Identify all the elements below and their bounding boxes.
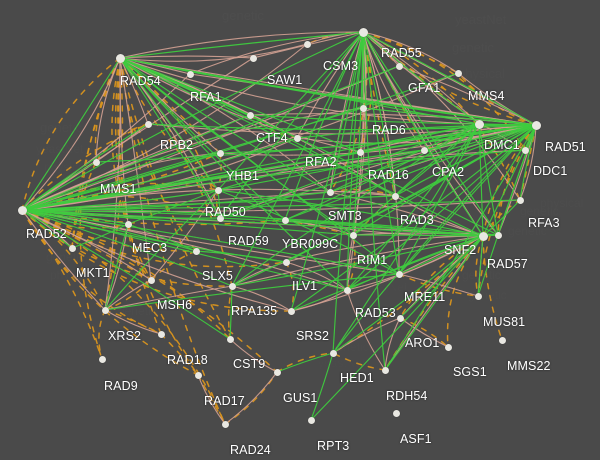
graph-node-mms1[interactable]: [92, 158, 100, 166]
graph-node-aro1[interactable]: [396, 314, 404, 322]
graph-node-gus1[interactable]: [273, 368, 281, 376]
graph-node-rfa1[interactable]: [186, 70, 194, 78]
graph-node-ilv1[interactable]: [282, 258, 290, 266]
graph-node-rad52[interactable]: [17, 205, 27, 215]
graph-node-rad51[interactable]: [531, 120, 541, 130]
graph-node-gfa1[interactable]: [395, 62, 403, 70]
graph-node-rpb2[interactable]: [144, 120, 152, 128]
graph-node-hed1[interactable]: [329, 349, 337, 357]
graph-node-mec3[interactable]: [124, 220, 132, 228]
graph-node-xrs2[interactable]: [101, 306, 109, 314]
graph-node-dmc1[interactable]: [474, 119, 484, 129]
graph-node-rad18[interactable]: [157, 330, 165, 338]
graph-node-rfa3[interactable]: [516, 196, 524, 204]
graph-node-ctf4[interactable]: [246, 111, 254, 119]
graph-node-rad55[interactable]: [358, 27, 368, 37]
graph-node-asf1[interactable]: [392, 409, 400, 417]
graph-node-rad57[interactable]: [494, 231, 502, 239]
edges-yeastnet: [21, 31, 537, 421]
graph-node-cst9[interactable]: [226, 335, 234, 343]
graph-node-mms4[interactable]: [454, 69, 462, 77]
graph-node-slx5[interactable]: [192, 247, 200, 255]
graph-node-rad54[interactable]: [115, 53, 125, 63]
graph-node-rad50[interactable]: [214, 186, 222, 194]
graph-node-rim1[interactable]: [349, 231, 357, 239]
graph-node-csm3[interactable]: [303, 40, 311, 48]
graph-node-ddc1[interactable]: [521, 146, 529, 154]
graph-node-msh6[interactable]: [147, 276, 155, 284]
graph-node-rad17[interactable]: [194, 371, 202, 379]
graph-node-sgs1[interactable]: [444, 343, 452, 351]
graph-node-mkt1[interactable]: [68, 244, 76, 252]
graph-node-rpa135[interactable]: [228, 282, 236, 290]
graph-node-snf2[interactable]: [478, 231, 488, 241]
graph-node-saw1[interactable]: [249, 54, 257, 62]
graph-node-ybr099c[interactable]: [281, 216, 289, 224]
graph-node-mus81[interactable]: [474, 292, 482, 300]
graph-node-rad59[interactable]: [216, 214, 224, 222]
graph-node-rad9[interactable]: [98, 355, 106, 363]
graph-node-yhb1[interactable]: [216, 149, 224, 157]
graph-node-rad24[interactable]: [221, 420, 229, 428]
graph-node-mms22[interactable]: [498, 336, 506, 344]
graph-node-rad3[interactable]: [391, 192, 399, 200]
graph-node-srs2[interactable]: [287, 307, 295, 315]
graph-node-rpt3[interactable]: [307, 416, 315, 424]
graph-node-mre11[interactable]: [395, 270, 403, 278]
graph-node-rad16[interactable]: [356, 148, 364, 156]
graph-node-rdh54[interactable]: [381, 366, 389, 374]
graph-node-rad53[interactable]: [343, 286, 351, 294]
graph-node-rfa2[interactable]: [293, 134, 301, 142]
graph-node-rad6[interactable]: [359, 104, 367, 112]
graph-node-cpa2[interactable]: [420, 146, 428, 154]
graph-node-smt3[interactable]: [326, 188, 334, 196]
